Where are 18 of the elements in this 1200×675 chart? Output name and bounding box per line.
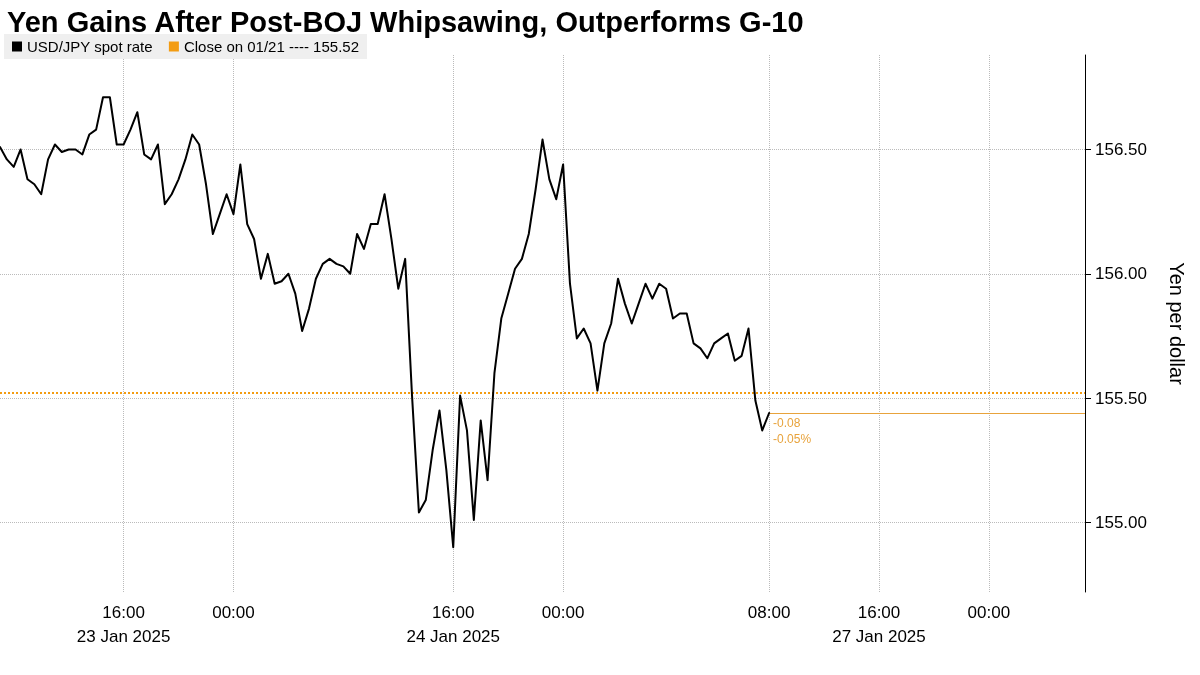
chart-title: Yen Gains After Post-BOJ Whipsawing, Outperforms G-10 [7, 5, 804, 38]
x-tick-label: 08:00 [747, 602, 791, 622]
y-tick-label: 156.00 [1095, 264, 1147, 284]
y-tick-label: 155.50 [1095, 388, 1147, 408]
annotation: -0.08 [773, 416, 801, 430]
x-tick-label: 00:00 [212, 602, 255, 622]
x-tick-label: 00:00 [967, 602, 1011, 622]
y-axis-title: Yen per dollar [1166, 262, 1188, 386]
legend-label: USD/JPY spot rate [27, 38, 153, 55]
x-tick-label: 16:00 24 Jan 2025 [406, 602, 501, 646]
x-tick-label: 16:00 27 Jan 2025 [832, 602, 926, 646]
legend-label: Close on 01/21 ---- 155.52 [183, 38, 359, 55]
annotation: -0.05% [773, 432, 812, 446]
line-series [0, 96, 771, 549]
y-tick-label: 155.00 [1095, 512, 1147, 532]
y-tick-label: 156.50 [1095, 139, 1147, 159]
x-tick-label: 00:00 [541, 602, 585, 622]
x-tick-label: 16:00 23 Jan 2025 [76, 602, 171, 646]
